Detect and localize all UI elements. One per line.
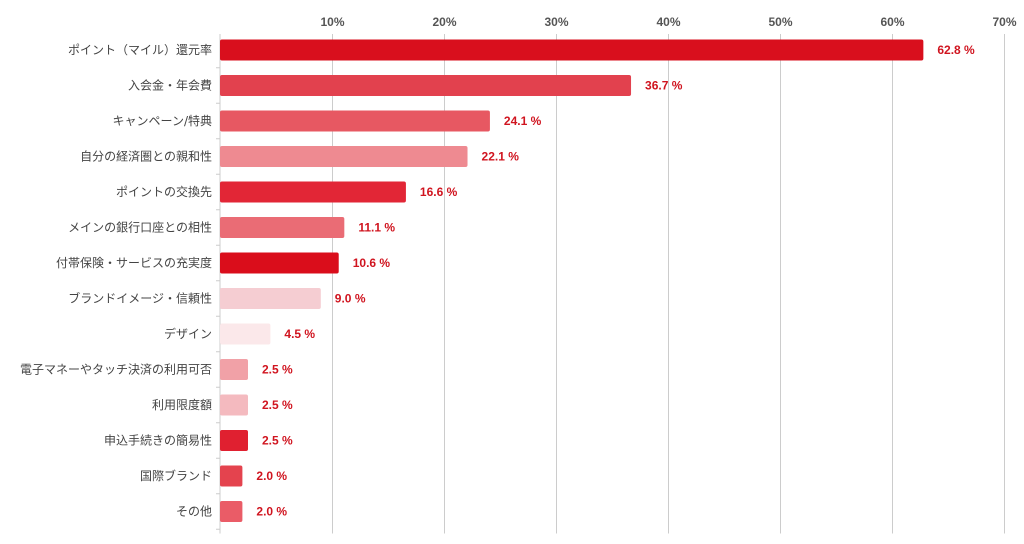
value-label: 4.5 %	[284, 327, 315, 341]
value-label: 2.0 %	[256, 469, 287, 483]
x-axis-ticks: 10% 20% 30% 40% 50% 60% 70%	[320, 15, 1016, 29]
value-label: 2.0 %	[256, 505, 287, 519]
value-labels: 62.8 % 36.7 % 24.1 % 22.1 % 16.6 % 11.1 % 10.6…	[256, 43, 975, 519]
category-labels: ポイント（マイル）還元率入会金・年会費キャンペーン/特典自分の経済圏との親和性ポ…	[20, 42, 212, 519]
value-label: 62.8 %	[937, 43, 975, 57]
bar	[220, 323, 271, 345]
category-label: ポイントの交換先	[116, 184, 212, 199]
bar	[220, 430, 248, 451]
value-label: 2.5 %	[262, 363, 293, 377]
category-label: 入会金・年会費	[128, 78, 212, 93]
bar	[220, 181, 406, 203]
bar	[220, 146, 468, 167]
bar	[220, 394, 248, 416]
x-tick-label: 30%	[544, 15, 568, 29]
x-tick-label: 60%	[880, 15, 904, 29]
category-label: メインの銀行口座との相性	[68, 220, 212, 235]
category-label: デザイン	[164, 326, 212, 341]
bar	[220, 217, 345, 238]
category-label: 電子マネーやタッチ決済の利用可否	[20, 362, 212, 377]
bar	[220, 501, 243, 522]
category-label: 自分の経済圏との親和性	[80, 149, 212, 164]
value-label: 10.6 %	[353, 256, 391, 270]
value-label: 2.5 %	[262, 398, 293, 412]
bar	[220, 465, 243, 487]
category-label: その他	[176, 505, 212, 519]
category-label: ポイント（マイル）還元率	[68, 42, 212, 57]
bars	[220, 39, 924, 522]
category-label: キャンペーン/特典	[113, 113, 212, 128]
value-label: 16.6 %	[420, 185, 458, 199]
category-label: 利用限度額	[152, 397, 212, 412]
value-label: 22.1 %	[482, 150, 520, 164]
bar	[220, 110, 490, 132]
category-label: 国際ブランド	[140, 468, 212, 483]
bar	[220, 288, 321, 309]
x-tick-label: 70%	[992, 15, 1016, 29]
x-tick-label: 10%	[320, 15, 344, 29]
value-label: 2.5 %	[262, 434, 293, 448]
category-label: 付帯保険・サービスの充実度	[56, 255, 212, 270]
category-label: ブランドイメージ・信頼性	[68, 291, 212, 306]
value-label: 9.0 %	[335, 292, 366, 306]
bar	[220, 75, 632, 96]
bar	[220, 359, 248, 380]
x-tick-label: 40%	[656, 15, 680, 29]
value-label: 24.1 %	[504, 114, 542, 128]
bar	[220, 39, 924, 61]
value-label: 11.1 %	[358, 221, 395, 235]
category-label: 申込手続きの簡易性	[104, 433, 212, 448]
grid-lines	[216, 34, 1005, 534]
value-label: 36.7 %	[645, 79, 683, 93]
bar	[220, 252, 339, 274]
x-tick-label: 50%	[768, 15, 792, 29]
x-tick-label: 20%	[432, 15, 456, 29]
